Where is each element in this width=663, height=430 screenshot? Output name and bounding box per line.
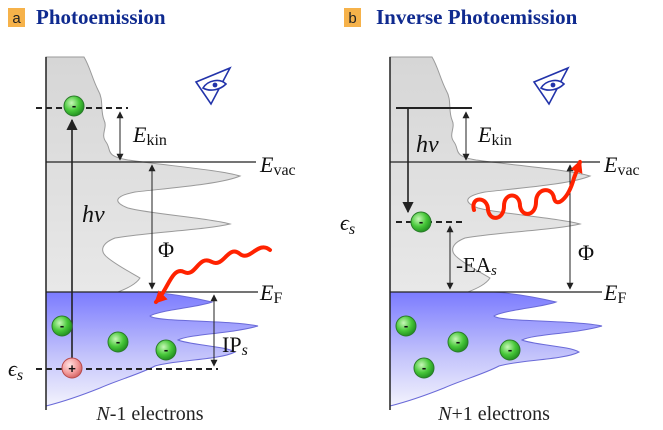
panel-b-electron-4: - — [413, 357, 435, 379]
panel-b-epsilon-label: ϵs — [340, 210, 355, 238]
panel-b-phi-label: Φ — [578, 240, 594, 265]
svg-text:-: - — [404, 318, 408, 333]
panel-a-hole: + — [61, 357, 83, 379]
panel-b-ea-label: -EAs — [456, 253, 497, 279]
svg-text:-: - — [60, 318, 64, 333]
panel-b-evac-label: Evac — [603, 152, 640, 179]
panel-b-occupied-states — [389, 291, 603, 407]
svg-text:-: - — [508, 342, 512, 357]
svg-text:-: - — [456, 334, 460, 349]
svg-text:-: - — [116, 334, 120, 349]
panel-b-caption: N+1 electrons — [437, 403, 550, 425]
panel-a-occupied-states — [45, 291, 259, 407]
panel-a-letter: a — [12, 10, 21, 27]
panel-b-outgoing-photon — [471, 159, 583, 220]
panel-b-letter: b — [348, 10, 356, 27]
panel-b-electron-3: - — [499, 339, 521, 361]
svg-text:-: - — [419, 214, 423, 229]
panel-a-detector-eye-icon — [194, 66, 232, 106]
panel-b-electron-2: - — [447, 331, 469, 353]
panel-a-phi-label: Φ — [158, 237, 174, 262]
panel-b-ekin-label: Ekin — [477, 122, 512, 149]
panel-a-electron-2: - — [107, 331, 129, 353]
panel-b-electron-1: - — [395, 315, 417, 337]
panel-b: b Inverse Photoemission Evac EF Ekin hv … — [340, 5, 640, 425]
panel-a: a Photoemission Evac EF Ekin Φ hv IPs ϵs — [8, 5, 296, 425]
panel-a-caption: N-1 electrons — [95, 403, 203, 425]
svg-text:-: - — [72, 98, 76, 113]
panel-b-captured-electron: - — [410, 211, 432, 233]
panel-b-detector-eye-icon — [532, 66, 570, 106]
panel-a-emitted-electron: - — [63, 95, 85, 117]
panel-a-ef-label: EF — [259, 280, 282, 307]
panel-b-unoccupied-states — [389, 56, 592, 293]
panel-b-title: Inverse Photoemission — [376, 5, 578, 29]
svg-text:-: - — [164, 342, 168, 357]
svg-text:-: - — [422, 360, 426, 375]
panel-a-letter-badge — [8, 8, 25, 27]
panel-a-ekin-label: Ekin — [132, 122, 167, 149]
panel-a-hv-label: hv — [82, 202, 105, 228]
panel-a-incoming-photon — [154, 245, 272, 304]
panel-b-ef-label: EF — [603, 280, 626, 307]
panel-a-unoccupied-states — [45, 56, 242, 293]
panel-a-evac-label: Evac — [259, 152, 296, 179]
svg-text:+: + — [68, 361, 76, 376]
panel-b-letter-badge — [344, 8, 361, 27]
panel-a-electron-1: - — [51, 315, 73, 337]
panel-a-title: Photoemission — [36, 5, 166, 29]
panel-a-ip-label: IPs — [222, 332, 248, 359]
panel-a-epsilon-label: ϵs — [8, 356, 23, 384]
panel-a-electron-3: - — [155, 339, 177, 361]
panel-b-hv-label: hv — [416, 132, 439, 158]
